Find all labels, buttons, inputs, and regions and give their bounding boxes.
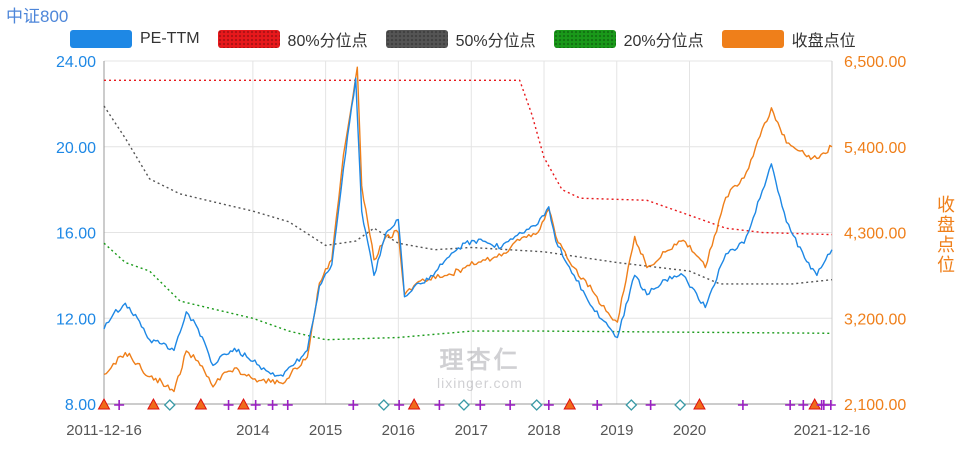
chart-title: 中证800: [6, 7, 69, 26]
event-marker-diamond: [163, 399, 176, 411]
legend-swatch: [385, 30, 448, 48]
event-marker-plus: [114, 400, 125, 410]
event-marker-diamond: [457, 399, 470, 411]
y-left-tick-label: 16.00: [56, 226, 96, 243]
y-right-tick-label: 5,400.00: [844, 140, 906, 157]
event-marker-plus: [816, 400, 827, 410]
event-marker-plus: [798, 400, 809, 410]
series-line-percentile: [104, 79, 833, 236]
legend-label: 收盘点位: [791, 33, 856, 50]
watermark: 理杏仁 lixinger.com: [430, 340, 530, 391]
event-marker-plus: [645, 400, 656, 410]
legend-label: 20%分位点: [623, 33, 704, 50]
legend-item[interactable]: 50%分位点: [385, 27, 536, 51]
event-marker-plus: [505, 400, 516, 410]
legend-item[interactable]: 20%分位点: [553, 27, 704, 51]
y-right-tick-label: 2,100.00: [844, 397, 906, 414]
event-marker-triangle: [693, 397, 706, 410]
event-marker-triangle: [407, 397, 421, 410]
x-tick-label: 2018: [527, 422, 560, 439]
x-tick-label: 2019: [600, 422, 633, 439]
event-marker-diamond: [674, 399, 687, 411]
y-right-axis-label: 收盘点位: [935, 195, 955, 275]
x-tick-label: 2014: [236, 422, 269, 439]
x-tick-label: 2011-12-16: [66, 422, 142, 439]
event-marker-plus: [737, 400, 748, 410]
legend-label: 80%分位点: [287, 33, 368, 50]
series-line-percentile: [103, 105, 833, 285]
legend-item[interactable]: 80%分位点: [217, 27, 368, 51]
x-tick-label: 2016: [382, 422, 415, 439]
y-left-tick-label: 20.00: [56, 140, 96, 157]
event-marker-plus: [223, 400, 234, 410]
legend-item[interactable]: PE-TTM: [70, 30, 200, 48]
event-marker-triangle: [147, 397, 160, 410]
event-marker-plus: [785, 400, 796, 410]
legend-label: PE-TTM: [140, 30, 200, 47]
watermark-cn: 理杏仁: [439, 347, 521, 374]
y-left-tick-label: 12.00: [56, 311, 96, 328]
event-marker-plus: [475, 400, 486, 410]
event-marker-plus: [825, 400, 836, 410]
event-marker-plus: [543, 400, 554, 410]
y-left-tick-label: 8.00: [65, 397, 96, 414]
event-marker-plus: [592, 400, 603, 410]
event-marker-plus: [267, 400, 278, 410]
watermark-en: lixinger.com: [437, 375, 523, 391]
legend-swatch: [553, 30, 616, 48]
legend-swatch: [217, 30, 280, 48]
legend-swatch: [70, 30, 132, 48]
series-line-percentile: [103, 242, 833, 341]
event-marker-triangle: [563, 397, 577, 410]
legend-item[interactable]: 收盘点位: [721, 27, 856, 51]
event-marker-plus: [434, 400, 445, 410]
x-tick-label: 2015: [309, 422, 342, 439]
legend-swatch: [721, 30, 784, 48]
event-marker-diamond: [625, 399, 638, 411]
event-marker-triangle: [808, 397, 822, 410]
legend-label: 50%分位点: [455, 33, 536, 50]
x-tick-label: 2021-12-16: [794, 422, 871, 439]
event-marker-diamond: [530, 399, 543, 411]
event-marker-plus: [282, 400, 293, 410]
event-marker-plus: [394, 400, 405, 410]
event-marker-diamond: [377, 399, 390, 411]
legend: PE-TTM 80%分位点 50%分位点 20%分位点 收盘点位: [70, 27, 874, 51]
x-tick-label: 2020: [673, 422, 706, 439]
y-right-tick-label: 3,200.00: [844, 311, 906, 328]
y-right-tick-label: 4,300.00: [844, 226, 906, 243]
event-marker-plus: [250, 400, 261, 410]
series-line-pe-ttm: [103, 77, 833, 377]
series-line-close: [103, 66, 833, 393]
event-marker-triangle: [237, 397, 250, 410]
event-marker-plus: [348, 400, 359, 410]
x-tick-label: 2017: [455, 422, 488, 439]
y-right-tick-label: 6,500.00: [844, 54, 906, 71]
event-marker-triangle: [97, 397, 111, 410]
y-left-tick-label: 24.00: [56, 54, 96, 71]
event-marker-triangle: [194, 397, 208, 410]
